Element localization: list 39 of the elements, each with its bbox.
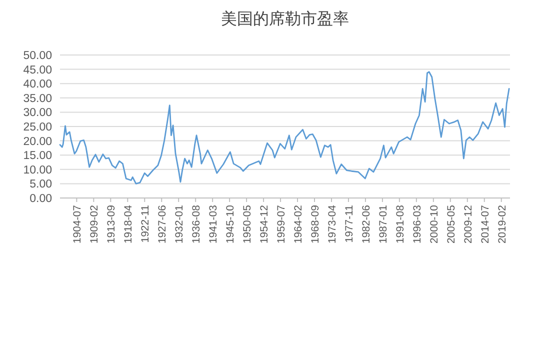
x-tick-label: 1977-11 bbox=[343, 204, 356, 243]
x-tick-label: 1918-04 bbox=[122, 204, 135, 244]
y-tick-label: 35.00 bbox=[23, 92, 52, 105]
x-tick-label: 1973-04 bbox=[326, 204, 338, 244]
x-tick-label: 1922-11 bbox=[140, 204, 152, 243]
x-tick-label: 1954-12 bbox=[258, 204, 271, 244]
x-tick-label: 1968-09 bbox=[309, 204, 322, 244]
x-tick-label: 1936-08 bbox=[190, 204, 203, 244]
y-tick-label: 10.00 bbox=[23, 164, 52, 176]
y-tick-label: 0.00 bbox=[30, 193, 52, 205]
x-tick-label: 1913-09 bbox=[106, 204, 118, 244]
x-tick-label: 1909-02 bbox=[88, 204, 101, 244]
x-tick-label: 1932-01 bbox=[174, 204, 186, 244]
x-tick-label: 1982-06 bbox=[360, 204, 372, 244]
x-tick-label: 2000-10 bbox=[428, 204, 440, 244]
y-tick-label: 25.00 bbox=[23, 122, 52, 134]
y-tick-label: 40.00 bbox=[23, 78, 52, 91]
x-tick-label: 1959-07 bbox=[276, 204, 288, 244]
x-tick-label: 1941-03 bbox=[208, 204, 220, 244]
x-tick-label: 2005-05 bbox=[445, 204, 458, 244]
x-tick-label: 1987-01 bbox=[377, 204, 390, 244]
x-tick-label: 1950-05 bbox=[242, 204, 254, 244]
x-tick-label: 1991-08 bbox=[394, 204, 406, 244]
x-tick-label: 2019-02 bbox=[496, 204, 508, 244]
x-tick-label: 2014-07 bbox=[479, 204, 492, 244]
x-tick-label: 2009-12 bbox=[462, 204, 474, 244]
y-tick-label: 15.00 bbox=[23, 150, 52, 162]
y-tick-label: 45.00 bbox=[23, 64, 52, 76]
x-tick-label: 1927-06 bbox=[156, 204, 169, 244]
x-tick-label: 1996-03 bbox=[411, 204, 424, 244]
x-tick-label: 1904-07 bbox=[72, 204, 84, 244]
y-tick-label: 30.00 bbox=[23, 107, 52, 120]
x-tick-label: 1964-02 bbox=[292, 204, 305, 244]
y-tick-label: 50.00 bbox=[23, 50, 52, 62]
x-tick-label: 1945-10 bbox=[224, 204, 237, 244]
chart-title: 美国的席勒市盈率 bbox=[221, 10, 349, 28]
y-tick-label: 20.00 bbox=[23, 136, 52, 148]
y-tick-label: 5.00 bbox=[30, 178, 52, 191]
line-series bbox=[59, 71, 510, 184]
